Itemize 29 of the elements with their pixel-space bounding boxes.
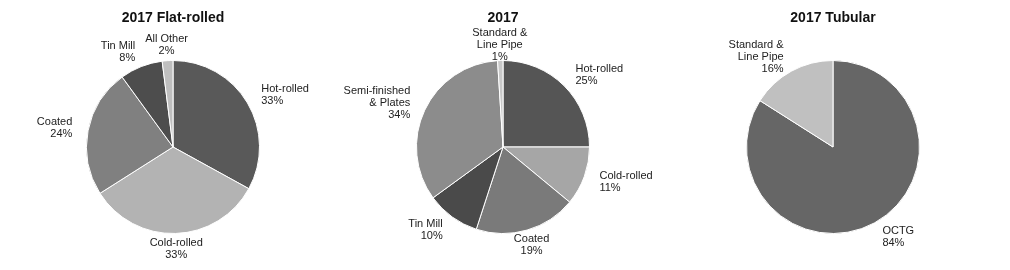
slice-label: Coated bbox=[513, 232, 550, 245]
data-label: 25% bbox=[575, 73, 598, 86]
slice-label: OCTG bbox=[882, 223, 915, 236]
slice-label: Cold-rolled bbox=[149, 236, 203, 249]
slice-label: Standard & Line Pipe bbox=[728, 38, 785, 63]
data-label: 84% bbox=[882, 235, 905, 248]
slice-label: Semi-finished & Plates bbox=[343, 84, 411, 109]
chart-title: 2017 Flat-rolled bbox=[120, 8, 226, 26]
chart-title: 2017 Tubular bbox=[789, 8, 877, 26]
slice-label: All Other bbox=[145, 31, 189, 44]
data-label: 24% bbox=[50, 126, 73, 139]
slice-label: Hot-rolled bbox=[575, 61, 624, 74]
slice-label: Tin Mill bbox=[408, 216, 443, 229]
data-label: 10% bbox=[420, 228, 443, 241]
slice-label: Coated bbox=[36, 114, 73, 127]
data-label: 33% bbox=[165, 248, 188, 261]
data-label: 33% bbox=[261, 93, 284, 106]
chart-title: 2017 bbox=[486, 8, 520, 26]
slice-label: Hot-rolled bbox=[261, 81, 309, 94]
data-label: 19% bbox=[520, 244, 543, 257]
data-label: 16% bbox=[761, 62, 784, 75]
data-label: 2% bbox=[158, 43, 175, 56]
data-label: 8% bbox=[119, 50, 136, 63]
data-label: 1% bbox=[491, 49, 508, 62]
slice-label: Cold-rolled bbox=[599, 168, 653, 181]
slice-label: Standard & Line Pipe bbox=[472, 25, 528, 50]
data-label: 11% bbox=[599, 180, 621, 193]
data-label: 34% bbox=[388, 108, 411, 121]
slice-label: Tin Mill bbox=[100, 38, 136, 51]
